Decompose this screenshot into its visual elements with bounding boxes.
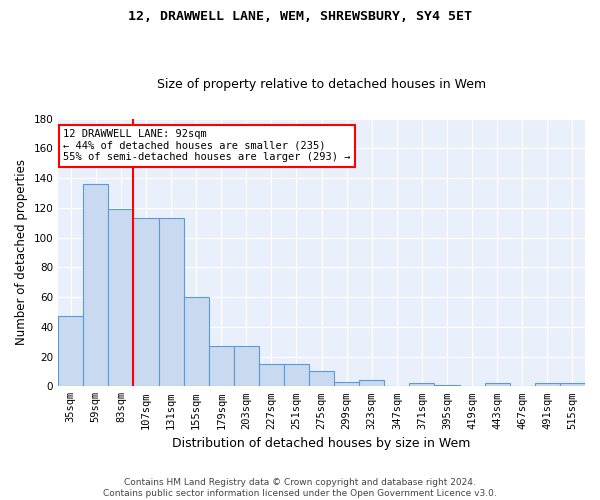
Bar (409, 384, 434, 386)
X-axis label: Distribution of detached houses by size in Wem: Distribution of detached houses by size … (172, 437, 471, 450)
Bar (334, 382, 359, 386)
Bar (284, 364, 309, 386)
Bar (83, 184, 109, 386)
Bar (158, 218, 184, 386)
Text: 12 DRAWWELL LANE: 92sqm
← 44% of detached houses are smaller (235)
55% of semi-d: 12 DRAWWELL LANE: 92sqm ← 44% of detache… (64, 130, 351, 162)
Bar (309, 372, 334, 386)
Bar (434, 385, 460, 386)
Bar (359, 380, 385, 386)
Bar (485, 384, 510, 386)
Bar (259, 364, 284, 386)
Bar (535, 384, 560, 386)
Bar (109, 210, 133, 386)
Text: 12, DRAWWELL LANE, WEM, SHREWSBURY, SY4 5ET: 12, DRAWWELL LANE, WEM, SHREWSBURY, SY4 … (128, 10, 472, 23)
Text: Contains HM Land Registry data © Crown copyright and database right 2024.
Contai: Contains HM Land Registry data © Crown c… (103, 478, 497, 498)
Bar (133, 218, 158, 386)
Y-axis label: Number of detached properties: Number of detached properties (15, 160, 28, 346)
Bar (58, 316, 83, 386)
Bar (560, 384, 585, 386)
Bar (184, 297, 209, 386)
Bar (209, 346, 234, 387)
Title: Size of property relative to detached houses in Wem: Size of property relative to detached ho… (157, 78, 486, 91)
Bar (234, 346, 259, 387)
